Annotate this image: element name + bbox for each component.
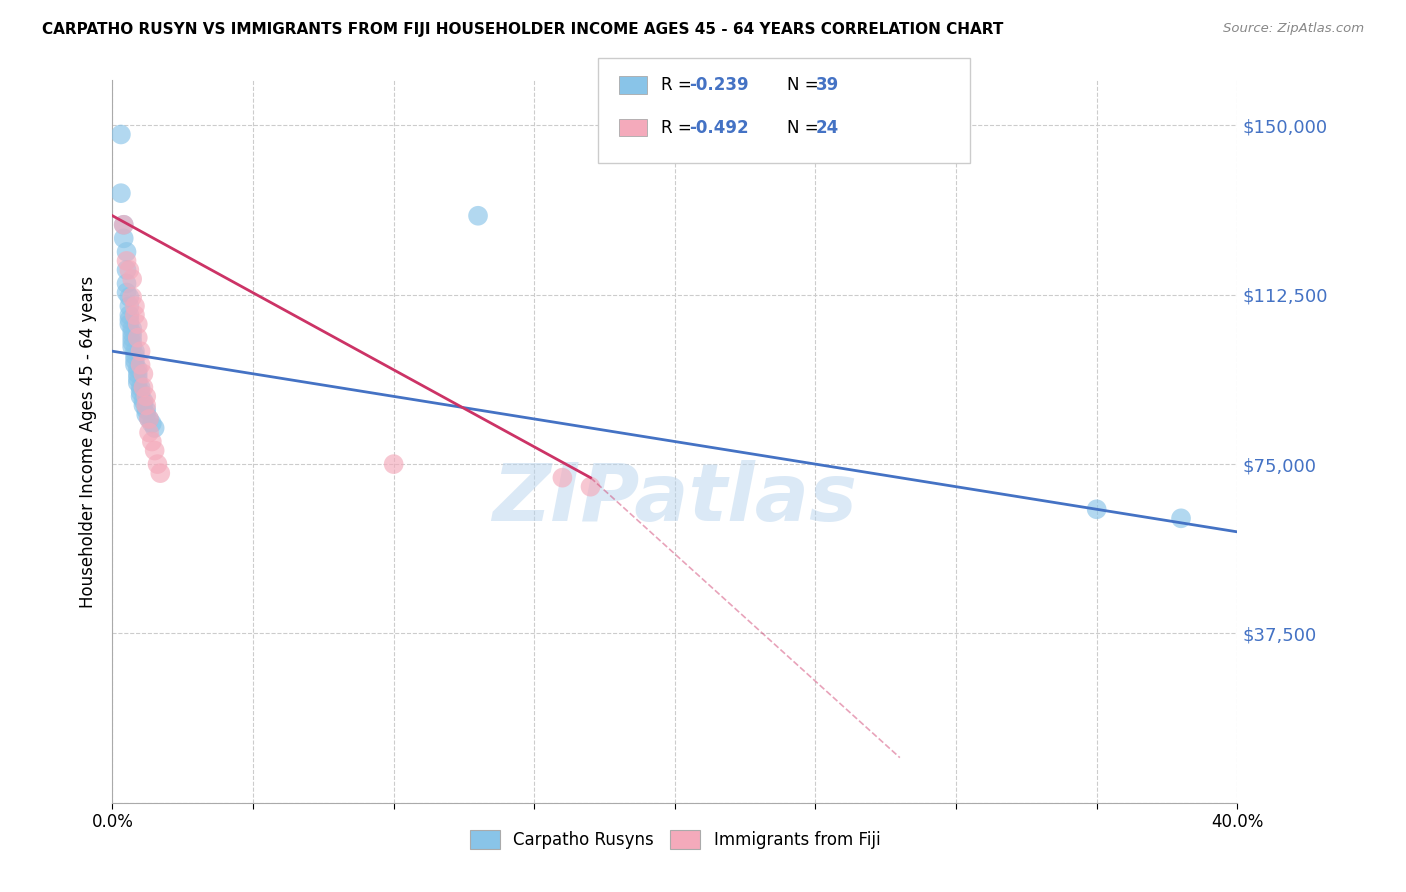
Point bbox=[135, 403, 157, 417]
Point bbox=[124, 299, 146, 313]
Point bbox=[132, 367, 155, 381]
Point bbox=[118, 299, 141, 313]
Text: ZIPatlas: ZIPatlas bbox=[492, 460, 858, 539]
Point bbox=[124, 349, 146, 363]
Point bbox=[112, 218, 135, 232]
Point bbox=[110, 128, 132, 142]
Text: 24: 24 bbox=[815, 119, 839, 136]
Point bbox=[467, 209, 489, 223]
Point bbox=[127, 317, 149, 331]
Text: 39: 39 bbox=[815, 76, 839, 94]
Point bbox=[124, 353, 146, 368]
Point bbox=[127, 371, 149, 385]
Point bbox=[118, 312, 141, 326]
Point bbox=[143, 443, 166, 458]
Text: Source: ZipAtlas.com: Source: ZipAtlas.com bbox=[1223, 22, 1364, 36]
Point bbox=[135, 398, 157, 412]
Point bbox=[551, 470, 574, 484]
Point bbox=[115, 285, 138, 300]
Point bbox=[127, 367, 149, 381]
Point bbox=[121, 335, 143, 350]
Point bbox=[138, 412, 160, 426]
Point bbox=[135, 408, 157, 422]
Point bbox=[121, 321, 143, 335]
Point bbox=[135, 389, 157, 403]
Point bbox=[1085, 502, 1108, 516]
Point bbox=[382, 457, 405, 471]
Point bbox=[124, 308, 146, 322]
Point bbox=[124, 344, 146, 359]
Point bbox=[138, 425, 160, 440]
Point bbox=[110, 186, 132, 201]
Point bbox=[129, 384, 152, 399]
Text: N =: N = bbox=[787, 76, 818, 94]
Point bbox=[141, 434, 163, 449]
Text: N =: N = bbox=[787, 119, 818, 136]
Text: -0.239: -0.239 bbox=[689, 76, 748, 94]
Text: R =: R = bbox=[661, 119, 692, 136]
Point bbox=[129, 389, 152, 403]
Y-axis label: Householder Income Ages 45 - 64 years: Householder Income Ages 45 - 64 years bbox=[79, 276, 97, 607]
Point bbox=[132, 393, 155, 408]
Point bbox=[579, 480, 602, 494]
Point bbox=[149, 466, 172, 480]
Text: R =: R = bbox=[661, 76, 692, 94]
Point bbox=[115, 277, 138, 291]
Text: -0.492: -0.492 bbox=[689, 119, 748, 136]
Point bbox=[132, 398, 155, 412]
Point bbox=[146, 457, 169, 471]
Point bbox=[121, 340, 143, 354]
Point bbox=[143, 421, 166, 435]
Point bbox=[129, 358, 152, 372]
Point bbox=[121, 326, 143, 340]
Point bbox=[124, 358, 146, 372]
Text: CARPATHO RUSYN VS IMMIGRANTS FROM FIJI HOUSEHOLDER INCOME AGES 45 - 64 YEARS COR: CARPATHO RUSYN VS IMMIGRANTS FROM FIJI H… bbox=[42, 22, 1004, 37]
Point bbox=[112, 231, 135, 245]
Point bbox=[118, 263, 141, 277]
Point bbox=[115, 263, 138, 277]
Point bbox=[129, 380, 152, 394]
Point bbox=[115, 253, 138, 268]
Point bbox=[132, 380, 155, 394]
Point bbox=[138, 412, 160, 426]
Point bbox=[121, 331, 143, 345]
Point bbox=[118, 317, 141, 331]
Point bbox=[127, 362, 149, 376]
Point bbox=[118, 308, 141, 322]
Point bbox=[112, 218, 135, 232]
Point bbox=[121, 290, 143, 304]
Point bbox=[127, 376, 149, 390]
Point bbox=[127, 331, 149, 345]
Point bbox=[141, 417, 163, 431]
Point bbox=[1170, 511, 1192, 525]
Point bbox=[115, 244, 138, 259]
Point bbox=[118, 290, 141, 304]
Legend: Carpatho Rusyns, Immigrants from Fiji: Carpatho Rusyns, Immigrants from Fiji bbox=[463, 823, 887, 856]
Point bbox=[129, 344, 152, 359]
Point bbox=[121, 272, 143, 286]
